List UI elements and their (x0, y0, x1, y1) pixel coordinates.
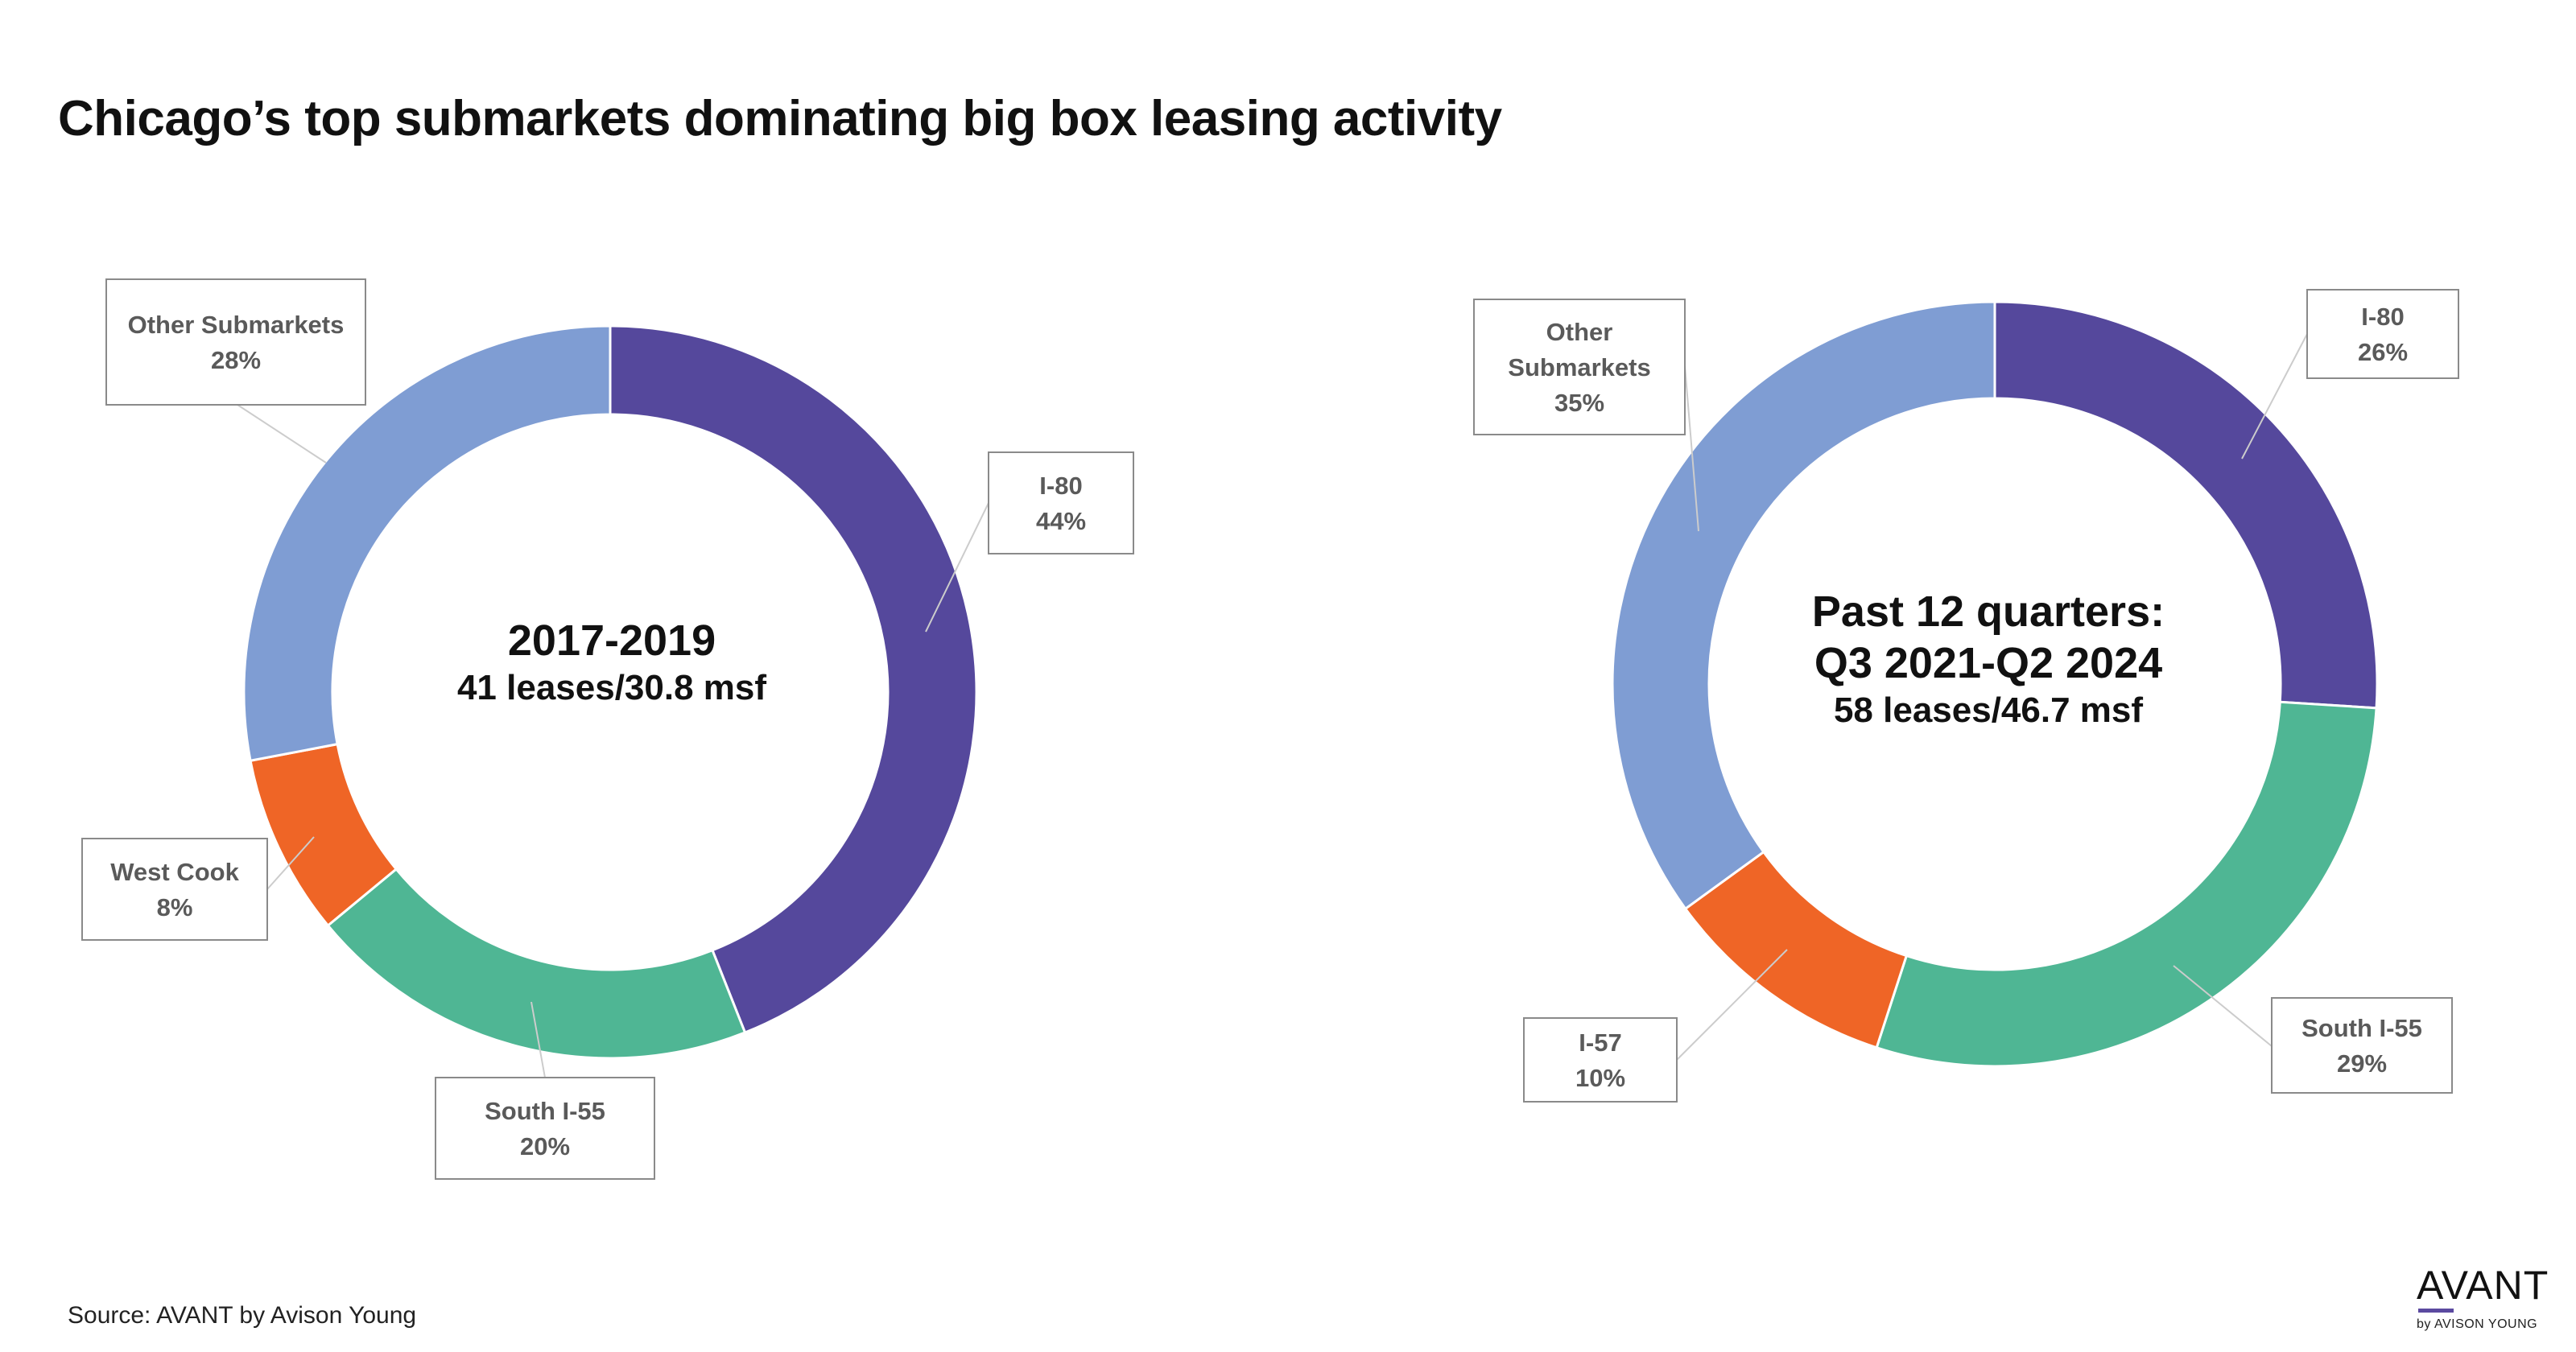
data-label-box (81, 838, 268, 941)
donut-2-leader-line (2241, 333, 2308, 460)
data-label-value: 29% (2337, 1049, 2387, 1078)
data-label-box (1523, 1017, 1678, 1103)
data-label-box (2271, 997, 2453, 1094)
donut-2-leader-line (1676, 949, 1788, 1061)
donut-1-center-line-1: 2017-2019 (507, 616, 716, 665)
data-label-box (2306, 289, 2459, 379)
donut-2-center-line-1: Past 12 quarters: (1811, 587, 2165, 636)
donut-1-data-label: South I-55 20% (435, 1077, 655, 1180)
donut-1-slice-i-80 (609, 324, 978, 1034)
donut-1-data-label: I-80 44% (988, 451, 1134, 554)
donut-1-leader-line (237, 404, 327, 464)
logo-subtext: by AVISON YOUNG (2417, 1317, 2538, 1331)
data-label-box (435, 1077, 655, 1180)
data-label-name: South I-55 (485, 1097, 605, 1125)
donut-1-leader-line (925, 502, 989, 633)
donut-2-center-line-3: 58 leases/46.7 msf (1833, 690, 2144, 730)
data-label-box (105, 278, 366, 406)
donut-2-center-line-2: Q3 2021-Q2 2024 (1814, 639, 2163, 687)
data-label-name: Other (1546, 318, 1613, 346)
data-label-name: Other Submarkets (128, 311, 345, 339)
donut-2-leader-line (2173, 965, 2273, 1047)
data-label-box (988, 451, 1134, 554)
donut-1-leader-line (530, 1001, 546, 1078)
data-label-value: 26% (2358, 338, 2408, 366)
donut-1-data-label: Other Submarkets 28% (105, 278, 366, 406)
data-label-box (1473, 299, 1686, 435)
donut-2-slice-south-i-55 (1875, 700, 2378, 1068)
data-label-name: Submarkets (1508, 353, 1650, 381)
data-label-value: 10% (1575, 1064, 1625, 1092)
data-label-value: 35% (1554, 389, 1604, 417)
data-label-value: 28% (211, 346, 261, 374)
donut-1-slice-other-submarkets (242, 324, 612, 763)
avant-logo: AVANT by AVISON YOUNG (2417, 1265, 2553, 1332)
data-label-name: South I-55 (2301, 1014, 2422, 1042)
donut-1-leader-line (266, 836, 315, 890)
data-label-name: West Cook (110, 858, 239, 886)
donut-2-leader-line (1684, 365, 1699, 532)
donut-2-data-label: South I-55 29% (2271, 997, 2453, 1094)
donut-2-slice-i-80 (1993, 300, 2379, 710)
data-label-value: 8% (157, 893, 193, 921)
donut-2-data-label: Other Submarkets 35% (1473, 299, 1686, 435)
donut-2-data-label: I-57 10% (1523, 1017, 1678, 1103)
donut-1-center-line-2: 41 leases/30.8 msf (456, 668, 767, 707)
data-label-name: I-57 (1579, 1028, 1621, 1057)
data-label-name: I-80 (1039, 472, 1082, 500)
chart-title: Chicago’s top submarkets dominating big … (58, 91, 1502, 146)
data-label-value: 20% (520, 1132, 570, 1160)
donut-2-center-text: Past 12 quarters: Q3 2021-Q2 2024 58 lea… (1739, 586, 2238, 732)
data-label-value: 44% (1036, 507, 1086, 535)
source-note: Source: AVANT by Avison Young (68, 1302, 417, 1329)
donut-2-data-label: I-80 26% (2306, 289, 2459, 379)
donut-1-center-text: 2017-2019 41 leases/30.8 msf (419, 615, 805, 710)
donut-2-slice-other-submarkets (1611, 300, 1996, 911)
logo-word: AVANT (2417, 1263, 2549, 1308)
logo-accent-bar (2418, 1309, 2454, 1313)
data-label-name: I-80 (2361, 303, 2404, 331)
donut-1-data-label: West Cook 8% (81, 838, 268, 941)
